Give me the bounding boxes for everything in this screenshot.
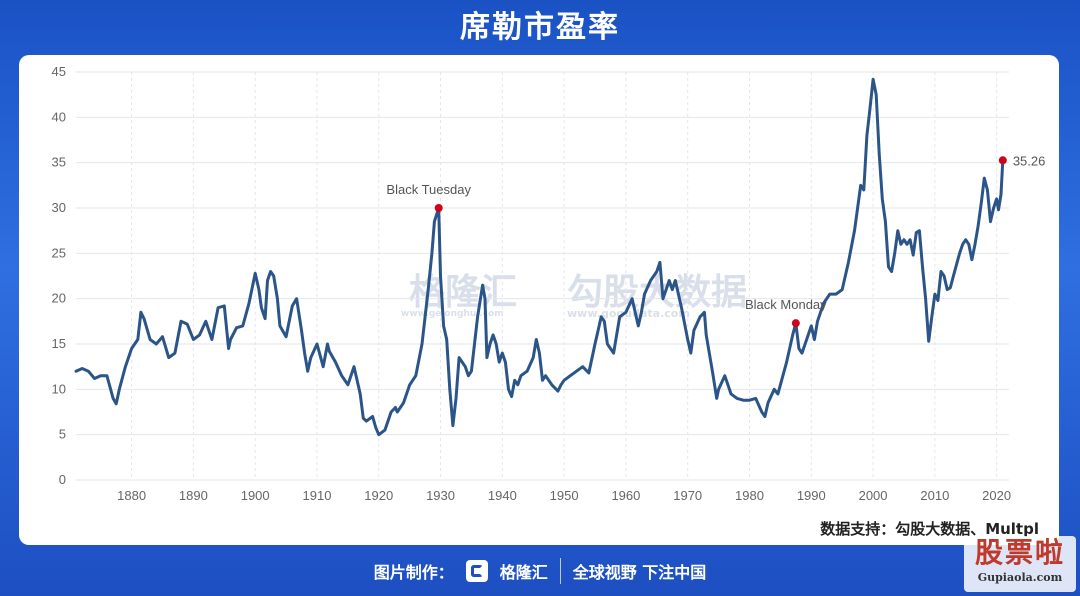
x-tick-label: 1880	[117, 488, 146, 503]
footer-divider	[559, 558, 561, 584]
y-tick-label: 45	[52, 64, 66, 79]
chart-grid	[76, 71, 1009, 481]
x-tick-label: 1940	[488, 488, 517, 503]
footer-made-by: 图片制作：	[373, 563, 454, 582]
x-tick-label: 2010	[920, 488, 949, 503]
footer: 图片制作： 格隆汇 全球视野 下注中国	[0, 551, 1080, 591]
x-tick-label: 1990	[797, 488, 826, 503]
annotation-label: 35.26	[1013, 153, 1046, 168]
y-tick-label: 40	[52, 109, 66, 124]
x-tick-label: 2020	[982, 488, 1011, 503]
footer-brand: 格隆汇	[499, 563, 548, 582]
series-line	[74, 77, 1005, 437]
corner-badge-text: 股票啦	[974, 536, 1065, 569]
footer-slogan: 全球视野 下注中国	[572, 563, 707, 582]
x-tick-label: 1890	[179, 488, 208, 503]
x-tick-label: 1970	[673, 488, 702, 503]
brand-logo-icon	[465, 560, 488, 582]
x-axis: 1880 1890 1900 1910 1920 1930 1940 1950 1960 1970…	[117, 488, 1011, 503]
annotation-label: Black Monday	[745, 297, 827, 312]
chart-card: 格隆汇 www.gelonghui.com 勾股大数据 www.gogudata…	[19, 55, 1059, 545]
x-tick-label: 1900	[241, 488, 270, 503]
x-tick-label: 1980	[735, 488, 764, 503]
y-tick-label: 10	[52, 381, 66, 396]
y-tick-label: 30	[52, 200, 66, 215]
annotation-label: Black Tuesday	[386, 182, 471, 197]
x-tick-label: 1930	[426, 488, 455, 503]
y-tick-label: 15	[52, 336, 66, 351]
x-tick-label: 1960	[611, 488, 640, 503]
x-tick-label: 2000	[859, 488, 888, 503]
page-title: 席勒市盈率	[460, 10, 620, 45]
y-tick-label: 0	[59, 472, 66, 487]
x-tick-label: 1920	[364, 488, 393, 503]
x-tick-label: 1910	[303, 488, 332, 503]
corner-badge: 股票啦 Gupiaola.com	[964, 536, 1076, 592]
y-axis: 0 5 10 15 20 25 30 35 40 45	[52, 64, 66, 487]
x-tick-label: 1950	[550, 488, 579, 503]
corner-badge-site: Gupiaola.com	[977, 571, 1063, 584]
y-tick-label: 20	[52, 291, 66, 306]
source-note: 数据支持：勾股大数据、Multpl	[820, 520, 1039, 538]
annotation-marker	[791, 319, 800, 328]
annotation-marker	[434, 204, 443, 212]
y-tick-label: 35	[52, 155, 66, 170]
annotations: Black Tuesday Black Monday 35.26	[386, 153, 1046, 328]
y-tick-label: 25	[52, 245, 66, 260]
annotation-marker	[998, 156, 1007, 165]
y-tick-label: 5	[59, 427, 66, 442]
